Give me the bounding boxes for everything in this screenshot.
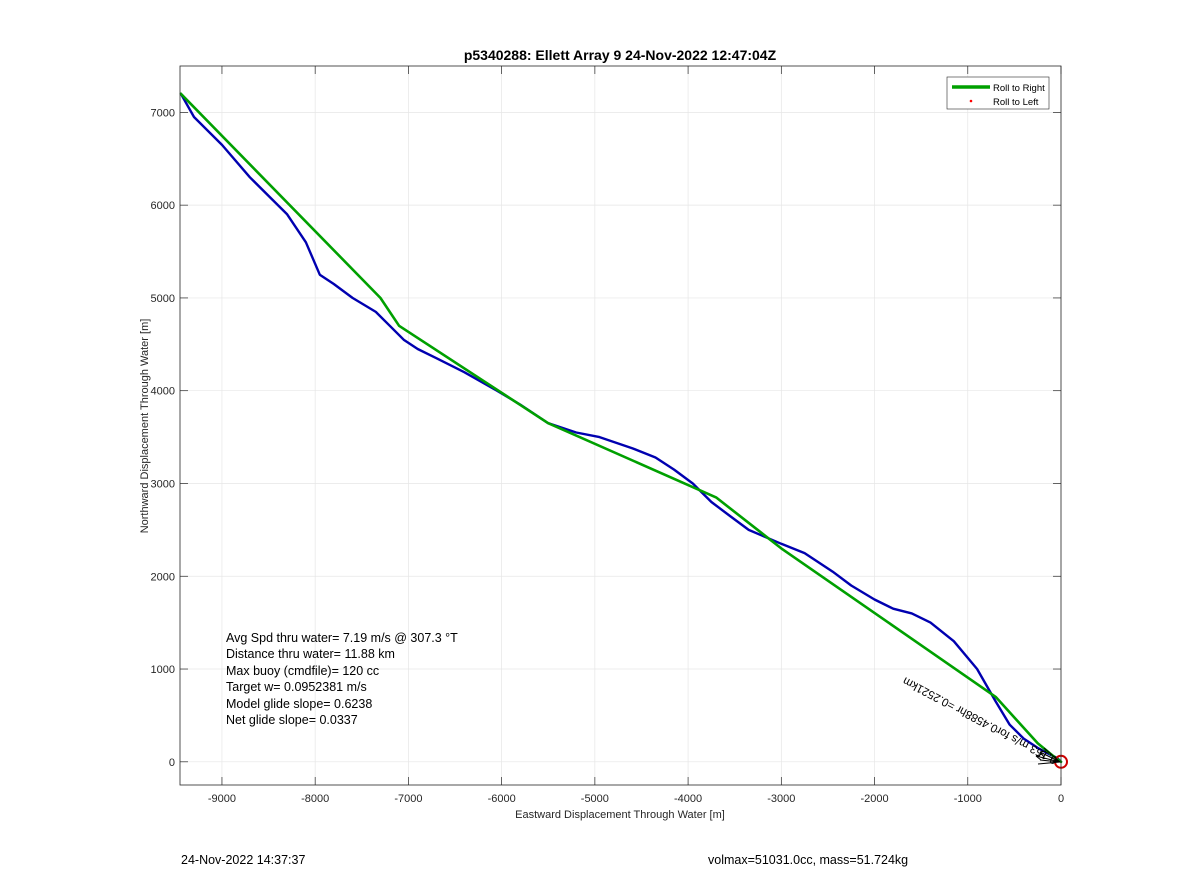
- current-arrow: [1043, 747, 1061, 763]
- current-arrow: [1035, 755, 1061, 763]
- tick-marks: [180, 66, 1062, 785]
- y-axis-label: Northward Displacement Through Water [m]: [139, 319, 151, 534]
- x-tick-label: -1000: [954, 793, 982, 805]
- current-arrow-head: [1035, 753, 1043, 761]
- legend-box: [946, 76, 1050, 110]
- stat-model-glide-slope: Model glide slope= 0.6238: [226, 697, 372, 711]
- chart-title: p5340288: Ellett Array 9 24-Nov-2022 12:…: [464, 47, 777, 63]
- x-tick-label: -9000: [208, 793, 236, 805]
- current-arrow: [1039, 759, 1061, 763]
- current-arrow: [1039, 751, 1061, 763]
- x-tick-label: -3000: [767, 793, 795, 805]
- series-line-glider-track: [179, 92, 1063, 763]
- footer-timestamp: 24-Nov-2022 14:37:37: [181, 853, 306, 867]
- x-tick-label: -8000: [301, 793, 329, 805]
- legend-swatch-roll-left: [969, 99, 973, 103]
- y-tick-label: 7000: [151, 107, 175, 119]
- y-tick-label: 5000: [151, 293, 175, 305]
- footer-vol-mass: volmax=51031.0cc, mass=51.724kg: [708, 853, 909, 867]
- stats-block: Avg Spd thru water= 7.19 m/s @ 307.3 °T …: [226, 631, 458, 727]
- legend-label-roll-right: Roll to Right: [993, 83, 1045, 94]
- x-tick-labels: -9000 -8000 -7000 -6000 -5000 -4000 -3000 -2000…: [208, 793, 1064, 805]
- stat-net-glide-slope: Net glide slope= 0.0337: [226, 713, 358, 727]
- y-tick-label: 2000: [151, 571, 175, 583]
- y-tick-label: 3000: [151, 478, 175, 490]
- stat-max-buoy: Max buoy (cmdfile)= 120 cc: [226, 664, 379, 678]
- y-tick-label: 6000: [151, 200, 175, 212]
- x-axis-label: Eastward Displacement Through Water [m]: [515, 809, 725, 821]
- stat-distance: Distance thru water= 11.88 km: [226, 647, 395, 661]
- legend: Roll to Right Roll to Left: [946, 76, 1050, 110]
- plot-background: [180, 66, 1061, 785]
- x-tick-label: -2000: [860, 793, 888, 805]
- y-tick-label: 4000: [151, 386, 175, 398]
- legend-label-roll-left: Roll to Left: [993, 97, 1039, 108]
- y-tick-label: 1000: [151, 664, 175, 676]
- current-vector-arrows: [1035, 747, 1061, 765]
- x-tick-label: -7000: [394, 793, 422, 805]
- x-tick-label: -6000: [488, 793, 516, 805]
- stat-target-w: Target w= 0.0952381 m/s: [226, 680, 367, 694]
- y-tick-label: 0: [169, 757, 175, 769]
- current-arrow: [1037, 761, 1061, 765]
- stat-avg-speed: Avg Spd thru water= 7.19 m/s @ 307.3 °T: [226, 631, 458, 645]
- x-tick-label: -4000: [674, 793, 702, 805]
- y-tick-labels: 0 1000 2000 3000 4000 5000 6000 7000: [151, 107, 175, 768]
- x-tick-label: 0: [1058, 793, 1064, 805]
- x-tick-label: -5000: [581, 793, 609, 805]
- plot-frame: [179, 65, 1062, 786]
